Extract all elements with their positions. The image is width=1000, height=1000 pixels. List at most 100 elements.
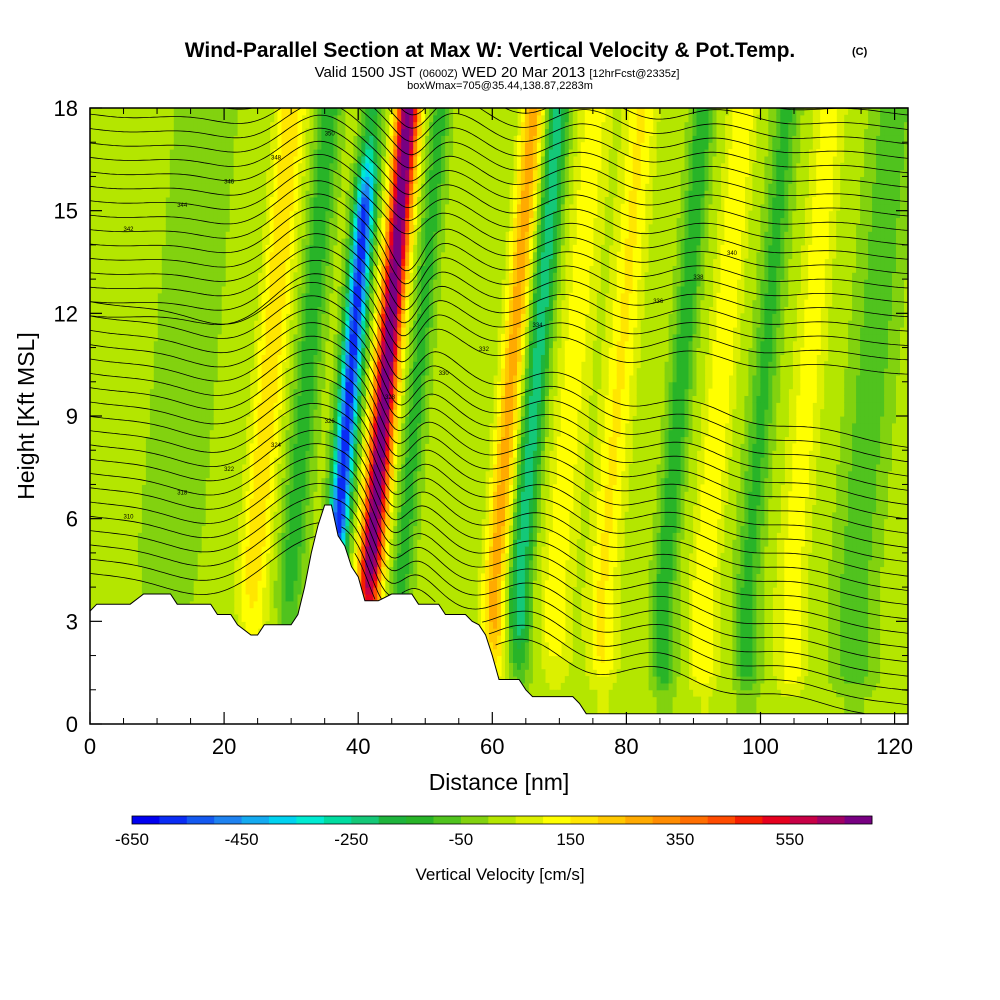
vv-cell <box>313 135 319 143</box>
vv-cell <box>161 381 167 390</box>
vv-cell <box>261 121 267 130</box>
vv-cell <box>205 587 211 595</box>
vv-cell <box>94 272 99 280</box>
vv-cell <box>157 498 163 506</box>
vv-cell <box>229 128 235 136</box>
vv-cell <box>133 395 139 403</box>
vv-cell <box>161 279 167 287</box>
vv-cell <box>317 169 322 177</box>
vv-cell <box>181 108 187 116</box>
vv-cell <box>237 183 243 191</box>
vv-cell <box>241 443 247 451</box>
vv-cell <box>117 340 123 349</box>
vv-cell <box>102 566 107 574</box>
vv-cell <box>225 224 231 232</box>
vv-cell <box>321 395 326 403</box>
vv-cell <box>153 552 159 561</box>
vv-cell <box>285 210 291 219</box>
vv-cell <box>129 354 135 362</box>
vv-cell <box>289 587 295 595</box>
vv-cell <box>106 457 111 465</box>
vv-cell <box>110 320 115 328</box>
vv-cell <box>249 333 255 342</box>
vv-cell <box>213 354 219 362</box>
vv-cell <box>165 518 171 527</box>
vv-cell <box>106 532 111 540</box>
vv-cell <box>257 155 263 164</box>
vv-cell <box>121 279 127 287</box>
vv-cell <box>141 532 147 540</box>
vv-cell <box>121 552 127 561</box>
vv-cell <box>169 272 175 280</box>
vv-cell <box>157 511 163 520</box>
vv-cell <box>301 416 307 424</box>
vv-cell <box>245 244 251 253</box>
vv-cell <box>309 374 315 383</box>
vv-cell <box>193 409 199 417</box>
vv-cell <box>229 142 235 150</box>
vv-cell <box>145 450 151 458</box>
vv-cell <box>257 217 263 225</box>
vv-cell <box>189 286 195 294</box>
vv-cell <box>225 368 231 376</box>
vv-cell <box>133 210 139 219</box>
vv-cell <box>117 265 123 273</box>
vv-cell <box>137 299 143 307</box>
vv-cell <box>153 416 159 424</box>
vv-cell <box>94 409 99 417</box>
vv-cell <box>181 121 187 130</box>
vv-cell <box>297 422 303 431</box>
vv-cell <box>121 539 127 547</box>
vv-cell <box>149 498 155 506</box>
vv-cell <box>193 292 199 301</box>
vv-cell <box>297 457 303 465</box>
vv-cell <box>113 436 119 444</box>
vv-cell <box>205 162 211 171</box>
vv-cell <box>193 333 199 342</box>
vv-cell <box>173 121 179 130</box>
vv-cell <box>225 265 231 273</box>
vv-cell <box>189 231 195 239</box>
vv-cell <box>113 450 119 458</box>
vv-cell <box>209 149 215 157</box>
vv-cell <box>277 532 283 540</box>
vv-cell <box>289 374 295 383</box>
vv-cell <box>269 361 275 369</box>
vv-cell <box>257 505 263 513</box>
vv-cell <box>277 402 283 410</box>
vv-cell <box>261 429 267 438</box>
vv-cell <box>313 491 319 499</box>
vv-cell <box>249 231 255 239</box>
vv-cell <box>257 450 263 458</box>
vv-cell <box>133 286 139 294</box>
vv-cell <box>293 327 299 335</box>
vv-cell <box>205 142 211 150</box>
vv-cell <box>149 566 155 574</box>
vv-cell <box>185 162 191 171</box>
vv-cell <box>317 244 322 253</box>
vv-cell <box>233 108 239 116</box>
vv-cell <box>117 108 123 116</box>
vv-cell <box>149 443 155 451</box>
vv-cell <box>157 443 163 451</box>
vv-cell <box>189 498 195 506</box>
vv-cell <box>94 422 99 431</box>
vv-cell <box>169 580 175 588</box>
vv-cell <box>237 203 243 212</box>
vv-cell <box>193 320 199 328</box>
vv-cell <box>317 340 322 349</box>
vv-cell <box>285 518 291 527</box>
vv-cell <box>313 505 319 513</box>
vv-cell <box>113 169 119 177</box>
vv-cell <box>265 121 271 130</box>
vv-cell <box>281 546 287 554</box>
vv-cell <box>153 340 159 349</box>
vv-cell <box>209 594 215 602</box>
vv-cell <box>197 347 203 355</box>
vv-cell <box>229 580 235 588</box>
vv-cell <box>106 327 111 335</box>
vv-cell <box>129 566 135 574</box>
vv-cell <box>197 155 203 164</box>
vv-cell <box>141 155 147 164</box>
vv-cell <box>285 231 291 239</box>
